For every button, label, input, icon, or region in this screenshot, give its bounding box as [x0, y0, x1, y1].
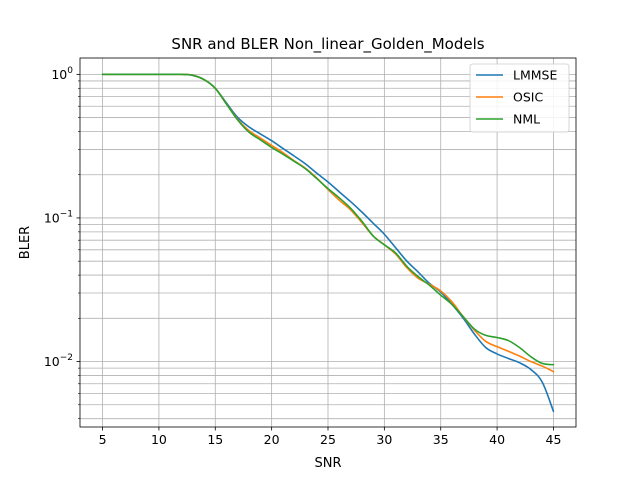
x-tick-label: 35: [433, 432, 449, 447]
legend-label-nml: NML: [513, 112, 540, 127]
legend-label-lmmse: LMMSE: [513, 68, 557, 83]
x-tick-label: 10: [151, 432, 167, 447]
series-lines: [101, 73, 555, 413]
chart-title: SNR and BLER Non_linear_Golden_Models: [171, 35, 484, 54]
y-tick-label: 10−1: [44, 209, 73, 225]
y-tick-label: 10−2: [44, 353, 73, 369]
x-axis-label: SNR: [314, 456, 341, 471]
x-tick-label: 25: [320, 432, 336, 447]
legend-label-osic: OSIC: [513, 90, 543, 105]
x-tick-label: 20: [264, 432, 280, 447]
legend-box: [469, 63, 570, 133]
series-line-nml: [101, 73, 555, 366]
x-tick-label: 30: [376, 432, 392, 447]
y-tick-label: 100: [51, 66, 73, 82]
x-tick-label: 15: [207, 432, 223, 447]
axis-ticks: 5 10 15 20 25 30 35 40 45 100 10−1 10−2: [44, 66, 562, 447]
legend: LMMSE OSIC NML: [469, 63, 570, 133]
x-tick-label: 40: [489, 432, 505, 447]
y-axis-label: BLER: [18, 226, 33, 259]
x-tick-label: 5: [99, 432, 107, 447]
x-tick-label: 45: [546, 432, 562, 447]
